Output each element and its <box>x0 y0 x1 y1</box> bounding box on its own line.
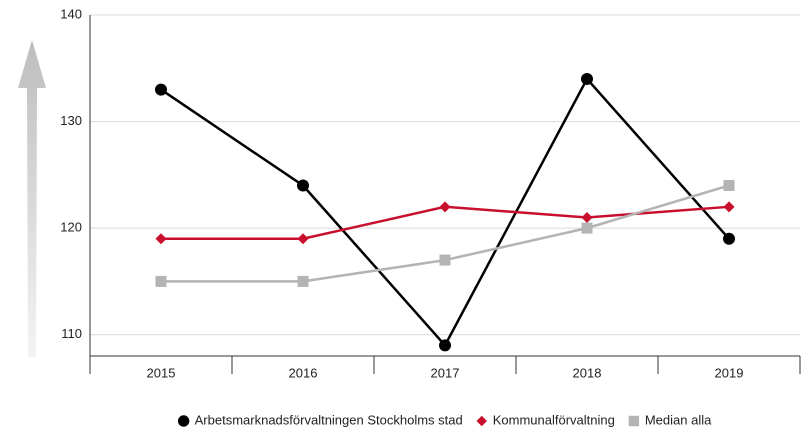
marker <box>581 222 593 234</box>
x-tick-label: 2016 <box>289 365 318 380</box>
y-tick-label: 130 <box>60 113 82 128</box>
series-line <box>161 184 730 283</box>
marker <box>581 72 593 85</box>
x-tick-label: 2015 <box>147 365 176 380</box>
y-tick-label: 140 <box>60 6 82 21</box>
x-tick-label: 2019 <box>715 365 744 380</box>
marker <box>581 211 593 223</box>
legend-label: Median alla <box>645 412 712 427</box>
marker <box>723 201 735 213</box>
marker <box>155 233 167 245</box>
marker <box>297 179 309 192</box>
marker <box>177 415 190 427</box>
legend-label: Kommunalförvaltning <box>493 412 615 427</box>
marker <box>723 232 735 245</box>
y-tick-label: 120 <box>60 220 82 235</box>
x-tick-label: 2018 <box>573 365 602 380</box>
x-tick-label: 2017 <box>431 365 460 380</box>
marker <box>476 415 487 427</box>
y-tick-label: 110 <box>61 326 82 341</box>
marker <box>155 83 167 96</box>
arrow-icon <box>18 40 46 357</box>
marker <box>723 180 735 191</box>
marker <box>297 275 309 287</box>
marker <box>297 233 309 245</box>
marker <box>628 415 640 427</box>
legend-label: Arbetsmarknadsförvaltningen Stockholms s… <box>195 412 463 427</box>
marker <box>155 275 167 287</box>
marker <box>439 339 451 352</box>
marker <box>439 254 451 266</box>
marker <box>439 201 451 213</box>
